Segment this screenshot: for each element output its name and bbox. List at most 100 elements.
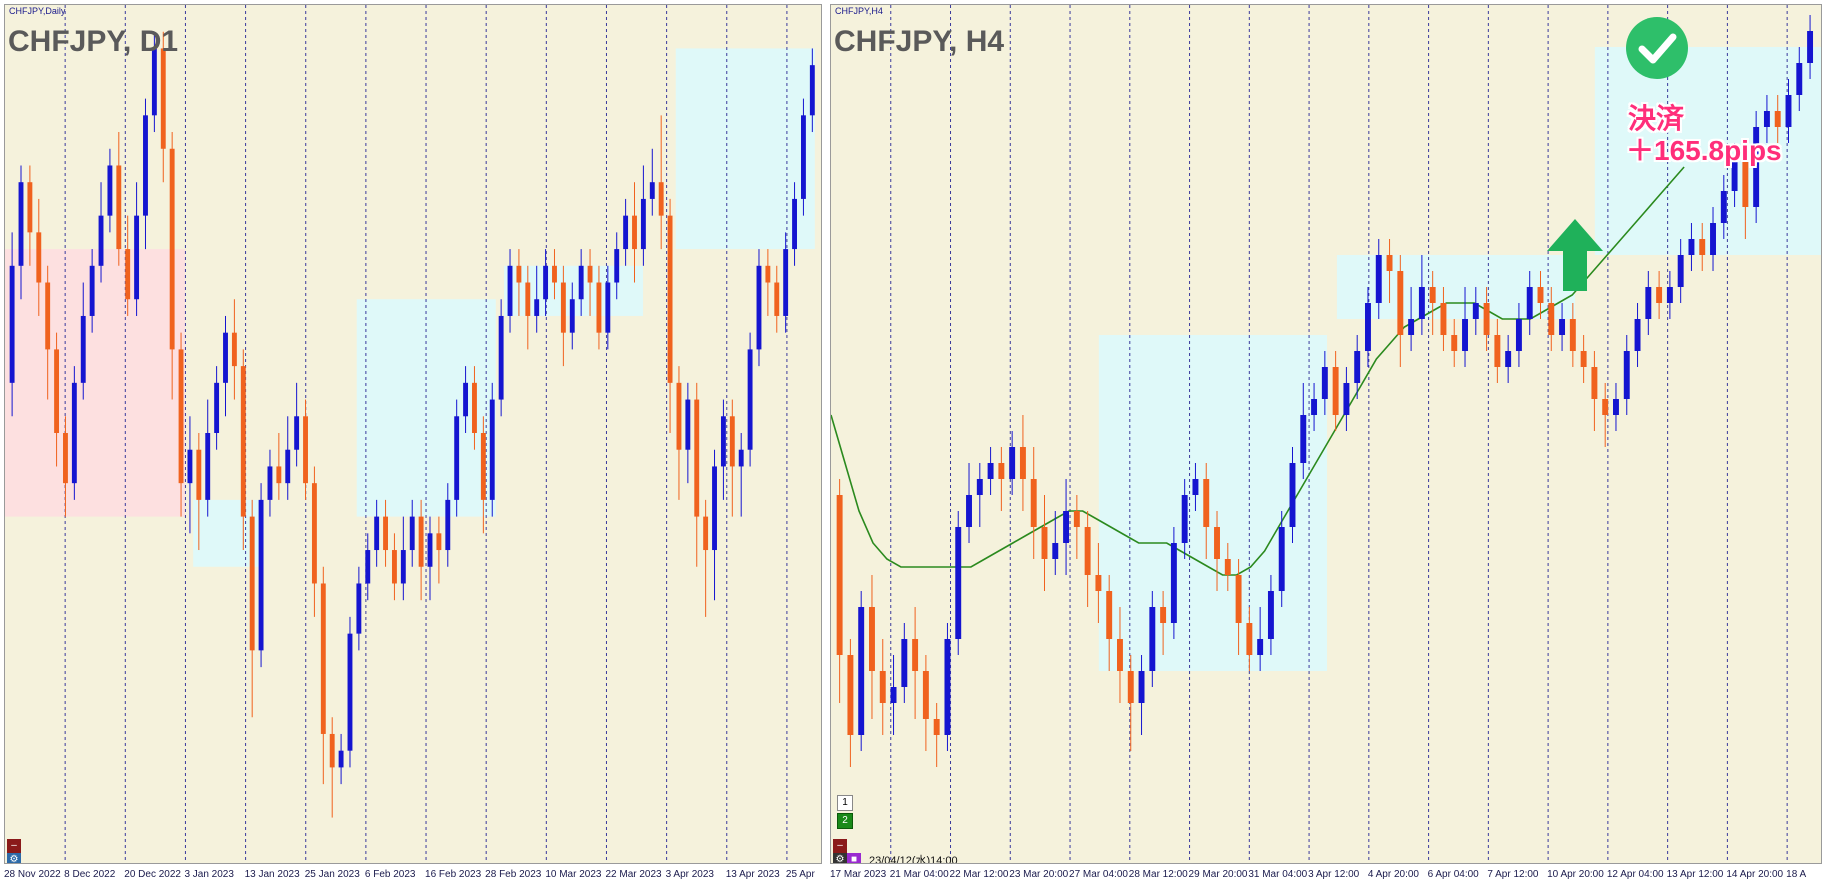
- candle-body: [676, 382, 682, 450]
- candle: [1073, 495, 1080, 559]
- x-tick-label: 28 Feb 2023: [485, 869, 542, 880]
- candle-body: [249, 516, 255, 651]
- candle-body: [1181, 495, 1188, 543]
- candle-body: [1677, 255, 1684, 287]
- candle: [143, 98, 148, 250]
- candle: [463, 366, 469, 433]
- x-tick-label: 10 Mar 2023: [545, 869, 602, 880]
- close-icon[interactable]: ‒: [833, 839, 847, 853]
- timestamp-label: 23/04/12(水)14:00: [869, 855, 958, 864]
- candle-body: [720, 416, 726, 467]
- candle: [1559, 303, 1566, 351]
- x-tick-label: 14 Apr 20:00: [1726, 869, 1784, 880]
- settings-icon[interactable]: ⚙: [7, 853, 21, 863]
- candle: [685, 382, 691, 484]
- candle-body: [1117, 639, 1123, 671]
- candle-body: [107, 165, 113, 216]
- candle: [1117, 607, 1123, 703]
- x-tick-label: 13 Jan 2023: [244, 869, 300, 880]
- candle-body: [1785, 95, 1792, 127]
- candle-body: [632, 215, 637, 250]
- candle: [552, 249, 557, 300]
- candle: [1807, 15, 1814, 79]
- candle-body: [1073, 511, 1080, 527]
- candle: [1623, 335, 1630, 415]
- candle: [1332, 351, 1339, 431]
- candle-body: [151, 48, 157, 116]
- annotation-close-label: 決済: [1628, 103, 1685, 134]
- candle-body: [525, 282, 531, 316]
- candle-body: [685, 399, 691, 450]
- left-chart-plot[interactable]: CHFJPY,Daily CHFJPY, D1 ‒ ⚙: [4, 4, 822, 864]
- left-chart-window[interactable]: CHFJPY,Daily CHFJPY, D1 ‒ ⚙ 28 Nov 2022 8…: [0, 0, 824, 890]
- candle: [480, 416, 486, 534]
- candle: [54, 332, 60, 467]
- candle: [966, 463, 972, 543]
- candle: [1505, 335, 1512, 383]
- candle-body: [498, 315, 504, 400]
- candle-body: [729, 416, 735, 467]
- candle-body: [1613, 399, 1619, 415]
- right-chart-window[interactable]: CHFJPY,H4 CHFJPY, H4 決済 ＋165.8pips 1 2 ‒…: [826, 0, 1824, 890]
- candle-body: [578, 265, 584, 300]
- candle: [1041, 495, 1048, 591]
- candle-body: [45, 282, 51, 350]
- candle: [1537, 271, 1544, 319]
- x-tick-label: 3 Jan 2023: [184, 869, 234, 880]
- candle-body: [1440, 303, 1447, 335]
- candle-body: [587, 265, 593, 283]
- candle: [1343, 367, 1350, 431]
- candle-body: [125, 249, 131, 300]
- candle: [578, 249, 584, 316]
- candle-body: [1483, 303, 1490, 335]
- candle: [944, 623, 951, 751]
- candle: [614, 232, 620, 300]
- candle-body: [63, 433, 68, 484]
- check-icon: [1626, 17, 1688, 79]
- indicator-icon[interactable]: ■: [847, 853, 861, 863]
- candle-body: [116, 165, 122, 250]
- candle-body: [489, 399, 495, 500]
- candle-body: [605, 282, 611, 333]
- candle: [543, 249, 549, 316]
- candle: [240, 349, 246, 551]
- candle-body: [391, 550, 397, 584]
- candle-body: [1203, 479, 1210, 527]
- candle-body: [98, 215, 104, 266]
- x-tick-label: 31 Mar 04:00: [1248, 869, 1308, 880]
- candle: [1731, 143, 1738, 207]
- candle: [125, 215, 131, 316]
- candle-body: [1311, 399, 1318, 415]
- x-tick-label: 17 Mar 2023: [830, 869, 887, 880]
- candle-body: [1537, 287, 1544, 303]
- panel-button-2[interactable]: 2: [837, 813, 853, 829]
- candle: [320, 566, 326, 785]
- x-tick-label: 23 Mar 20:00: [1009, 869, 1069, 880]
- left-x-axis: 28 Nov 2022 8 Dec 2022 20 Dec 2022 3 Jan 20…: [0, 865, 824, 887]
- candle-body: [1063, 511, 1070, 543]
- right-chart-plot[interactable]: CHFJPY,H4 CHFJPY, H4 決済 ＋165.8pips 1 2 ‒…: [830, 4, 1822, 864]
- x-tick-label: 22 Mar 12:00: [949, 869, 1009, 880]
- candle-body: [765, 265, 771, 283]
- candle-body: [623, 215, 629, 250]
- candle-body: [1408, 319, 1415, 335]
- right-chart-svg: [831, 5, 1821, 863]
- candle: [231, 299, 237, 400]
- candle: [534, 265, 540, 333]
- close-icon[interactable]: ‒: [7, 839, 21, 853]
- candle: [1149, 591, 1156, 687]
- panel-button-1[interactable]: 1: [837, 795, 853, 811]
- candle-body: [18, 182, 24, 266]
- settings-icon[interactable]: ⚙: [833, 853, 847, 863]
- candle-body: [427, 533, 433, 567]
- candle: [160, 31, 166, 183]
- candle: [71, 366, 77, 500]
- candle: [747, 332, 753, 467]
- candle-body: [1559, 319, 1566, 335]
- candle-body: [1106, 591, 1113, 639]
- candle-body: [463, 382, 469, 417]
- candle-body: [569, 299, 575, 333]
- x-tick-label: 6 Feb 2023: [364, 869, 416, 880]
- candle: [1677, 239, 1684, 303]
- candle-body: [1710, 223, 1716, 255]
